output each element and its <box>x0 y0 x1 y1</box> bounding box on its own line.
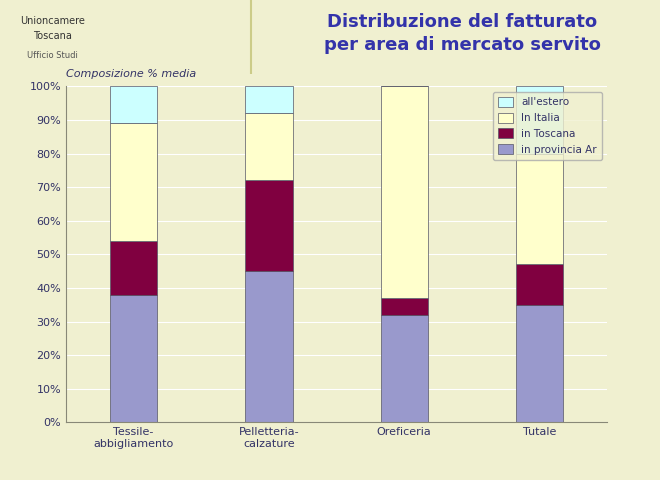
Bar <box>381 298 428 315</box>
Bar <box>246 180 292 271</box>
Bar <box>516 305 563 422</box>
Bar <box>381 86 428 298</box>
Text: Distribuzione del fatturato
per area di mercato servito: Distribuzione del fatturato per area di … <box>323 12 601 54</box>
Bar <box>110 123 157 241</box>
Bar <box>110 295 157 422</box>
Text: Toscana: Toscana <box>34 31 72 41</box>
Bar <box>516 86 563 154</box>
Legend: all'estero, In Italia, in Toscana, in provincia Ar: all'estero, In Italia, in Toscana, in pr… <box>493 92 602 160</box>
Bar <box>516 264 563 305</box>
Bar <box>246 271 292 422</box>
Bar <box>110 86 157 123</box>
Text: Unioncamere: Unioncamere <box>20 16 85 26</box>
Text: Ufficio Studi: Ufficio Studi <box>27 51 79 60</box>
Text: Composizione % media: Composizione % media <box>66 69 196 79</box>
Bar <box>246 113 292 180</box>
Bar <box>246 86 292 113</box>
Bar <box>110 241 157 295</box>
Bar <box>381 315 428 422</box>
Bar <box>516 154 563 264</box>
